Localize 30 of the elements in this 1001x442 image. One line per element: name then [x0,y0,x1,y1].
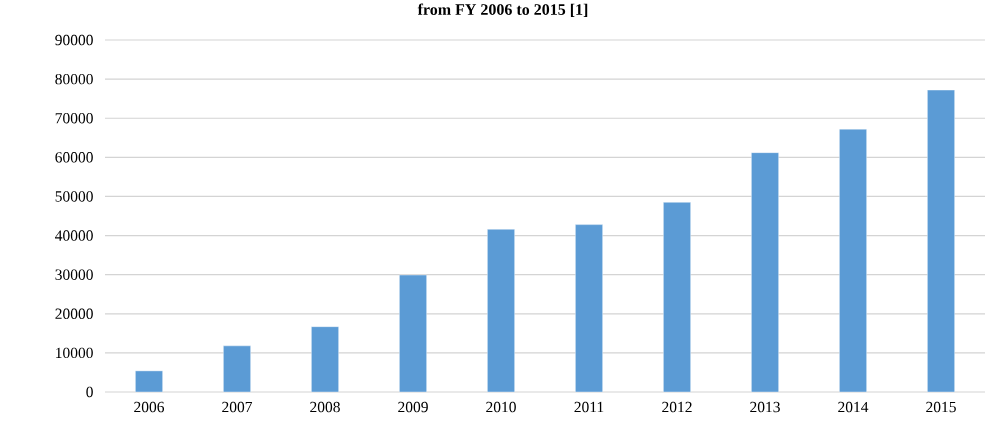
bar [839,128,867,392]
y-tick-label: 20000 [55,308,93,320]
chart-title: from FY 2006 to 2015 [1] [417,3,588,17]
y-tick-label: 70000 [55,112,93,124]
bar [399,274,427,392]
x-tick-label: 2010 [486,401,516,413]
y-tick-label: 40000 [55,230,93,241]
x-tick-label: 2008 [310,401,340,413]
bar [223,345,251,392]
y-tick-label: 80000 [55,73,93,85]
y-tick-label: 60000 [55,152,93,163]
bar [663,202,691,392]
x-tick-label: 2006 [134,401,165,413]
bar [927,89,955,392]
bar [751,152,779,392]
x-tick-label: 2009 [398,401,428,413]
x-tick-label: 2007 [222,401,253,413]
y-tick-label: 10000 [56,347,93,359]
bar [575,224,603,392]
bar [311,326,339,392]
x-tick-label: 2014 [838,401,869,413]
y-tick-label: 30000 [55,269,93,280]
y-tick-label: 0 [86,386,93,398]
x-tick-label: 2013 [750,401,780,413]
x-tick-label: 2012 [662,401,692,413]
x-tick-label: 2011 [574,401,604,413]
x-tick-label: 2015 [926,401,956,413]
y-tick-label: 90000 [55,34,93,46]
y-tick-label: 50000 [55,191,93,202]
bar [487,229,515,392]
